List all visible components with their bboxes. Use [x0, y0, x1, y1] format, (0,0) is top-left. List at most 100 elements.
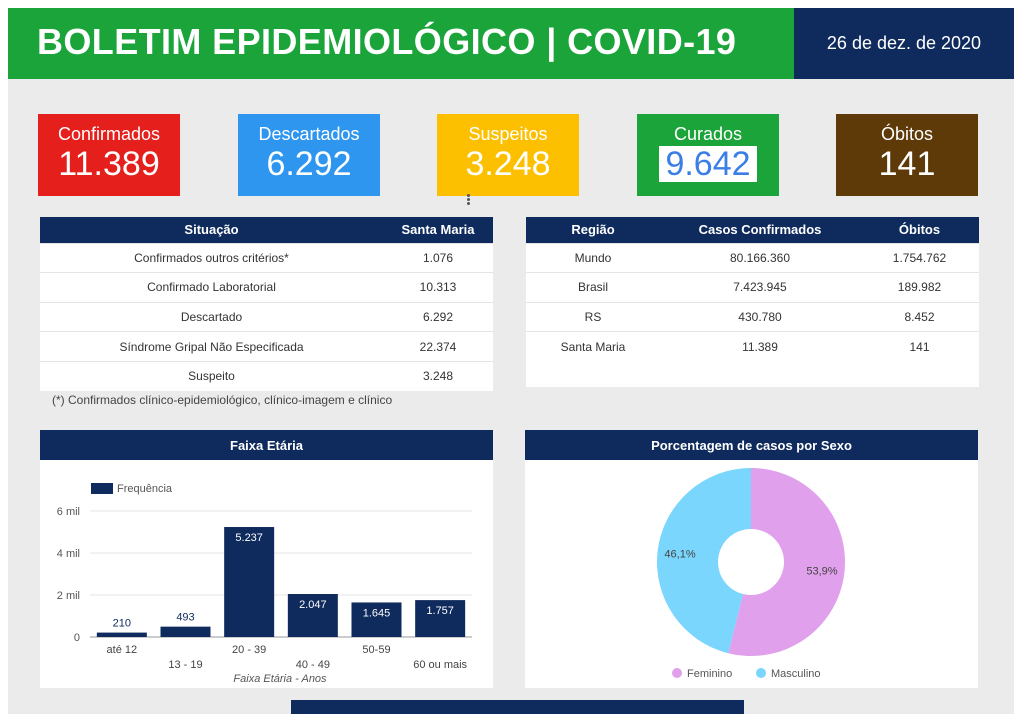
table-cell: 141: [860, 331, 979, 362]
slice-data-label: 46,1%: [664, 548, 695, 560]
kpi-obitos: Óbitos 141: [836, 114, 978, 196]
bar-data-label: 1.645: [363, 607, 391, 619]
x-axis-title: Faixa Etária - Anos: [233, 673, 327, 685]
age-chart-title: Faixa Etária: [40, 430, 493, 460]
table-cell: RS: [526, 301, 660, 332]
pie-slice: [657, 468, 751, 654]
slice-data-label: 53,9%: [806, 566, 837, 578]
column-header-santa-maria[interactable]: Santa Maria: [383, 217, 493, 243]
kpi-value: 3.248: [465, 145, 551, 183]
column-header-casos-confirmados[interactable]: Casos Confirmados: [660, 217, 860, 243]
kpi-value: 11.389: [58, 145, 160, 183]
kpi-label: Curados: [673, 124, 743, 144]
more-options-icon[interactable]: [467, 194, 471, 206]
table-cell: 6.292: [383, 301, 493, 332]
kpi-descartados: Descartados 6.292: [238, 114, 380, 196]
y-tick-label: 0: [74, 632, 80, 644]
table-cell: Síndrome Gripal Não Especificada: [40, 331, 383, 362]
column-header-situacao[interactable]: Situação: [40, 217, 383, 243]
table-cell: Santa Maria: [526, 331, 660, 362]
y-tick-label: 2 mil: [57, 590, 80, 602]
table-cell: Confirmado Laboratorial: [40, 272, 383, 303]
dashboard-page: BOLETIM EPIDEMIOLÓGICO | COVID-19 26 de …: [8, 8, 1014, 714]
kpi-label: Confirmados: [57, 124, 161, 144]
y-tick-label: 4 mil: [57, 548, 80, 560]
table-cell: 8.452: [860, 301, 979, 332]
table-row: Suspeito 3.248: [40, 360, 493, 391]
x-tick-label: 20 - 39: [232, 644, 266, 656]
table-row: Síndrome Gripal Não Especificada 22.374: [40, 331, 493, 362]
bar: [224, 527, 275, 637]
table-cell: 10.313: [383, 272, 493, 303]
sex-chart-title: Porcentagem de casos por Sexo: [525, 430, 978, 460]
kpi-value: 141: [878, 145, 936, 183]
bar: [415, 600, 466, 637]
table-cell: Suspeito: [40, 360, 383, 391]
x-tick-label: até 12: [107, 644, 138, 656]
table-row: Confirmado Laboratorial 10.313: [40, 272, 493, 303]
kpi-value-selected[interactable]: 9.642: [659, 146, 757, 182]
legend-label: Feminino: [687, 668, 732, 680]
table-header-row: Região Casos Confirmados Óbitos: [526, 217, 979, 243]
bar-data-label: 210: [113, 618, 131, 630]
table-cell: 189.982: [860, 272, 979, 303]
table-row: Confirmados outros critérios* 1.076: [40, 242, 493, 273]
table-cell: 11.389: [660, 331, 860, 362]
table-cell: 1.754.762: [860, 242, 979, 273]
bar: [287, 594, 338, 637]
table-cell: 80.166.360: [660, 242, 860, 273]
table-header-row: Situação Santa Maria: [40, 217, 493, 243]
age-chart-panel: Faixa Etária Frequência 0 2 mil 4 mil 6 mil 2…: [40, 430, 493, 688]
bar-data-label: 1.757: [426, 605, 454, 617]
kpi-confirmados: Confirmados 11.389: [38, 114, 180, 196]
y-tick-label: 6 mil: [57, 506, 80, 518]
table-cell: 430.780: [660, 301, 860, 332]
kpi-value: 6.292: [266, 145, 352, 183]
regiao-table: Região Casos Confirmados Óbitos Mundo 80…: [526, 217, 979, 362]
x-tick-label: 50-59: [362, 644, 390, 656]
table-cell: Descartado: [40, 301, 383, 332]
kpi-label: Suspeitos: [468, 124, 548, 144]
regiao-table-container: Região Casos Confirmados Óbitos Mundo 80…: [526, 217, 979, 387]
column-header-obitos[interactable]: Óbitos: [860, 217, 979, 243]
report-date: 26 de dez. de 2020: [794, 8, 1014, 79]
sex-chart-panel: Porcentagem de casos por Sexo 53,9% 46,1%…: [525, 430, 978, 688]
next-section-header: [291, 700, 744, 714]
table-cell: Confirmados outros critérios*: [40, 242, 383, 273]
bar-data-label: 493: [176, 612, 194, 624]
table-cell: 22.374: [383, 331, 493, 362]
legend-label: Frequência: [117, 483, 173, 495]
kpi-suspeitos: Suspeitos 3.248: [437, 114, 579, 196]
table-cell: 3.248: [383, 360, 493, 391]
age-bar-chart: Frequência 0 2 mil 4 mil 6 mil 210 até 12 493 13…: [57, 483, 472, 685]
situacao-table: Situação Santa Maria Confirmados outros …: [40, 217, 493, 391]
table-footnote: (*) Confirmados clínico-epidemiológico, …: [52, 393, 393, 407]
bar: [160, 626, 211, 637]
x-tick-label: 13 - 19: [168, 659, 202, 671]
table-row: Descartado 6.292: [40, 301, 493, 332]
table-cell: Brasil: [526, 272, 660, 303]
bar: [96, 632, 147, 637]
kpi-curados: Curados 9.642: [637, 114, 779, 196]
legend-swatch: [756, 668, 766, 678]
table-row: Brasil 7.423.945 189.982: [526, 272, 979, 303]
bar: [351, 602, 402, 637]
bar-data-label: 5.237: [235, 532, 263, 544]
table-cell: 1.076: [383, 242, 493, 273]
legend-swatch: [91, 483, 113, 494]
page-title: BOLETIM EPIDEMIOLÓGICO | COVID-19: [37, 21, 737, 62]
table-row: Santa Maria 11.389 141: [526, 331, 979, 362]
table-cell: 7.423.945: [660, 272, 860, 303]
column-header-regiao[interactable]: Região: [526, 217, 660, 243]
legend-swatch: [672, 668, 682, 678]
table-row: Mundo 80.166.360 1.754.762: [526, 242, 979, 273]
x-tick-label: 40 - 49: [296, 659, 330, 671]
kpi-label: Descartados: [258, 124, 360, 144]
table-cell: Mundo: [526, 242, 660, 273]
title-bar: BOLETIM EPIDEMIOLÓGICO | COVID-19: [8, 8, 794, 79]
sex-donut-chart: 53,9% 46,1% Feminino Masculino: [657, 468, 845, 680]
legend-label: Masculino: [771, 668, 821, 680]
bar-data-label: 2.047: [299, 599, 327, 611]
pie-slice: [728, 468, 845, 656]
kpi-label: Óbitos: [880, 124, 934, 144]
